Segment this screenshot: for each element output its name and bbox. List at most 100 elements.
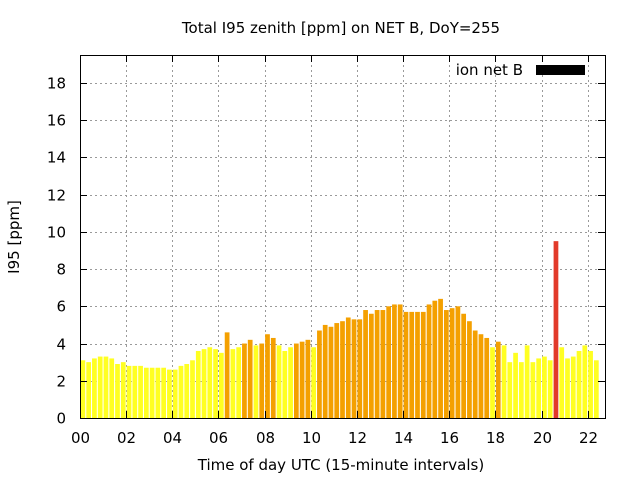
bar [559,347,565,418]
bar [288,347,293,418]
bar [576,350,582,418]
bar [455,306,461,418]
bar [449,308,455,418]
x-tick-label: 06 [209,429,228,447]
y-axis-label: I95 [ppm] [5,200,23,274]
y-tick-label: 2 [56,373,66,391]
bar [190,360,195,418]
bar [236,347,242,418]
bar [334,323,340,418]
bar [345,317,351,418]
bar [582,345,588,418]
bar [438,298,443,418]
bar [265,334,270,418]
bar [542,356,547,418]
y-tick-label: 14 [47,149,66,167]
x-tick-label: 18 [486,429,505,447]
bar [565,358,570,418]
bar [420,311,426,418]
bar [322,324,328,418]
bar [380,310,386,418]
bar [593,360,599,418]
bar [103,356,109,418]
bar [109,358,115,418]
bar [259,343,265,418]
x-axis-label: Time of day UTC (15-minute intervals) [197,456,484,474]
bar [409,311,415,418]
bar [97,356,103,418]
bar [270,337,276,418]
bar [92,358,97,418]
y-tick-labels: 0 2 4 6 8 10 12 14 16 18 [47,75,66,428]
y-tick-label: 6 [56,298,66,316]
bar [490,347,495,418]
x-tick-label: 08 [256,429,275,447]
bar [507,362,513,418]
y-tick-label: 4 [56,336,66,354]
bar [172,369,178,418]
bar [495,341,501,418]
y-tick-label: 10 [47,224,66,242]
bar [415,311,420,418]
bar [132,365,138,418]
bar [403,311,409,418]
bar [86,362,92,418]
legend-label: ion net B [456,61,523,79]
bar [317,330,322,418]
bar [432,300,438,418]
bar [224,332,230,418]
chart-title: Total I95 zenith [ppm] on NET B, DoY=255 [181,19,500,37]
bar [138,365,143,418]
bar [357,319,363,418]
bar [570,356,576,418]
bars [80,241,599,418]
bar [530,362,536,418]
grid [80,55,605,418]
bar [328,326,334,418]
bar [397,304,403,418]
x-tick-labels: 00 02 04 06 08 10 12 14 16 18 20 22 [71,429,598,447]
legend-swatch [536,65,585,75]
bar [368,313,374,418]
bar [305,339,311,418]
x-tick-label: 14 [394,429,413,447]
bar [201,349,207,418]
x-tick-label: 02 [117,429,136,447]
bar [299,341,305,418]
bar [213,349,218,418]
plot-frame [80,55,606,419]
y-tick-label: 16 [47,112,66,130]
x-tick-label: 20 [533,429,552,447]
bar [242,343,247,418]
bar [524,345,530,418]
bar [363,310,368,418]
x-tick-label: 22 [579,429,598,447]
y-tick-label: 18 [47,75,66,93]
x-tick-label: 04 [163,429,182,447]
bar [484,337,490,418]
bar [374,310,380,418]
bar [184,364,190,418]
bar [120,362,126,418]
bar [293,343,299,418]
bar [513,352,518,418]
bar [478,334,484,418]
y-tick-label: 12 [47,187,66,205]
bar [155,367,161,418]
legend: ion net B [456,61,585,79]
axis-ticks [80,55,605,419]
bar [553,241,559,418]
y-tick-label: 8 [56,261,66,279]
bar [311,347,317,418]
bar [149,367,155,418]
bar [386,306,392,418]
x-tick-label: 00 [71,429,90,447]
bar [340,321,345,418]
bar [501,345,507,418]
bar [472,330,478,418]
bar [351,319,357,418]
bar [195,350,201,418]
bar [392,304,397,418]
bar [178,365,184,418]
